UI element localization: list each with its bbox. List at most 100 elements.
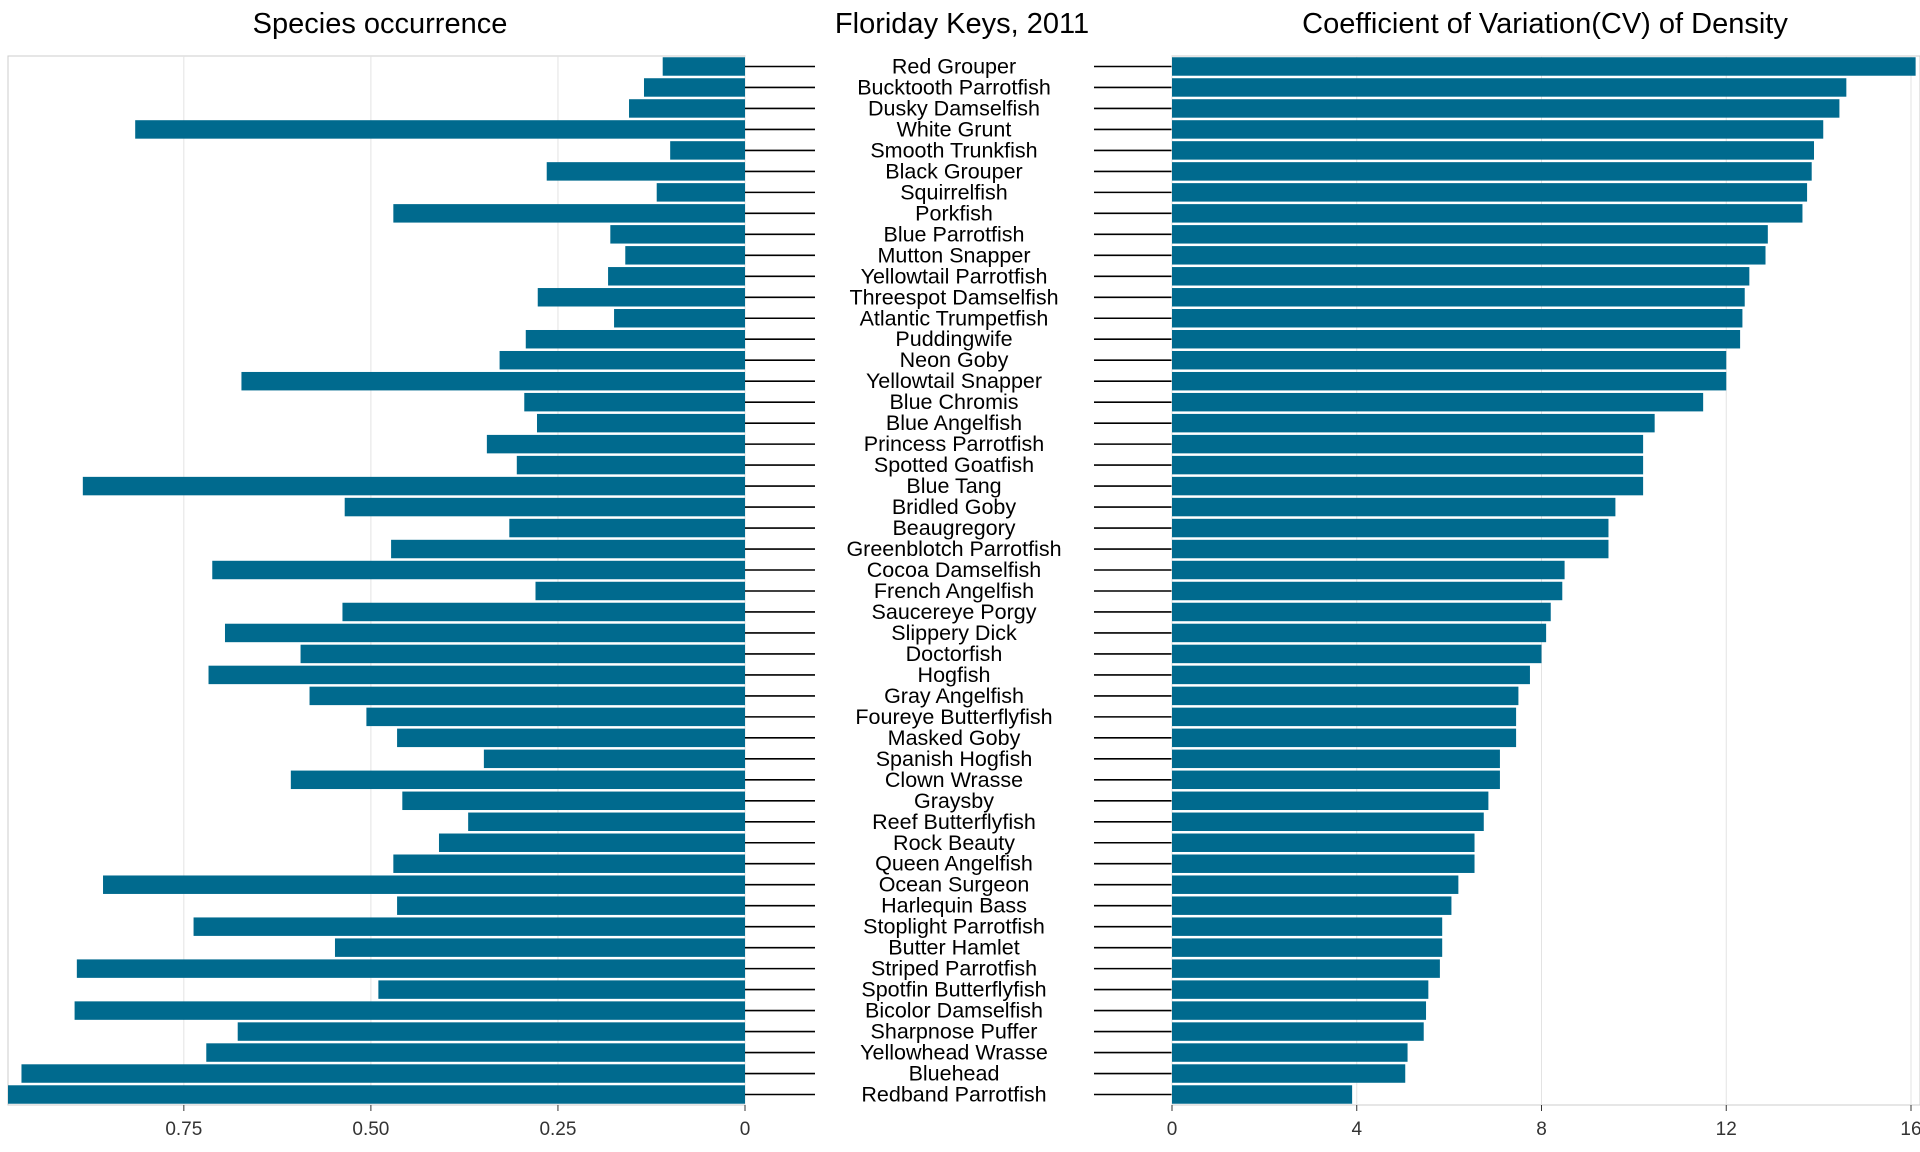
occurrence-bar-bicolor-damselfish bbox=[74, 1001, 746, 1020]
species-label-striped-parrotfish: Striped Parrotfish bbox=[871, 957, 1037, 981]
cv-bar-puddingwife bbox=[1172, 329, 1741, 349]
cv-bar-redband-parrotfish bbox=[1172, 1085, 1353, 1104]
species-label-black-grouper: Black Grouper bbox=[885, 159, 1022, 183]
occurrence-bar-mutton-snapper bbox=[625, 246, 745, 265]
occurrence-bar-yellowhead-wrasse bbox=[206, 1043, 746, 1062]
species-label-doctorfish: Doctorfish bbox=[906, 642, 1003, 666]
occurrence-bar-threespot-damselfish bbox=[537, 288, 745, 307]
cv-bar-masked-goby bbox=[1172, 728, 1517, 748]
cv-bar-greenblotch-parrotfish bbox=[1172, 539, 1609, 559]
cv-title: Coefficient of Variation(CV) of Density bbox=[1302, 8, 1788, 40]
cv-bar-clown-wrasse bbox=[1172, 770, 1500, 790]
species-label-yellowtail-snapper: Yellowtail Snapper bbox=[866, 369, 1042, 393]
occurrence-bar-spanish-hogfish bbox=[483, 749, 745, 769]
species-label-threespot-damselfish: Threespot Damselfish bbox=[849, 285, 1058, 309]
occurrence-bar-bluehead bbox=[21, 1064, 746, 1083]
cv-bar-graysby bbox=[1172, 791, 1489, 811]
occurrence-bar-spotted-goatfish bbox=[516, 455, 745, 475]
cv-bar-yellowtail-parrotfish bbox=[1172, 267, 1750, 286]
species-label-puddingwife: Puddingwife bbox=[895, 327, 1012, 351]
species-label-yellowtail-parrotfish: Yellowtail Parrotfish bbox=[861, 264, 1048, 288]
occurrence-bar-bucktooth-parrotfish bbox=[643, 78, 745, 97]
occurrence-bar-stoplight-parrotfish bbox=[193, 917, 745, 936]
cv-bar-bucktooth-parrotfish bbox=[1172, 78, 1847, 97]
species-label-french-angelfish: French Angelfish bbox=[874, 579, 1034, 603]
occurrence-bar-french-angelfish bbox=[535, 581, 745, 601]
occurrence-bar-blue-chromis bbox=[524, 392, 745, 412]
species-label-redband-parrotfish: Redband Parrotfish bbox=[861, 1083, 1046, 1107]
species-label-spotted-goatfish: Spotted Goatfish bbox=[874, 453, 1034, 477]
occurrence-panel: 0.75 0.50 0.25 0 bbox=[7, 55, 751, 1140]
occurrence-bar-clown-wrasse bbox=[290, 770, 745, 790]
occurrence-bar-atlantic-trumpetfish bbox=[614, 309, 745, 328]
occurrence-bar-squirrelfish bbox=[656, 183, 745, 202]
cv-bar-sharpnose-puffer bbox=[1172, 1022, 1424, 1041]
occurrence-bar-doctorfish bbox=[300, 644, 745, 664]
occurrence-bar-princess-parrotfish bbox=[486, 434, 745, 454]
occurrence-bar-ocean-surgeon bbox=[103, 875, 746, 894]
cv-bar-princess-parrotfish bbox=[1172, 434, 1644, 454]
center-title: Floriday Keys, 2011 bbox=[835, 8, 1089, 40]
species-label-slippery-dick: Slippery Dick bbox=[891, 621, 1017, 645]
species-label-blue-chromis: Blue Chromis bbox=[889, 390, 1018, 414]
species-label-atlantic-trumpetfish: Atlantic Trumpetfish bbox=[860, 306, 1049, 330]
occurrence-bar-butter-hamlet bbox=[334, 938, 745, 957]
species-label-reef-butterflyfish: Reef Butterflyfish bbox=[872, 810, 1036, 834]
cv-bar-spotfin-butterflyfish bbox=[1172, 980, 1429, 999]
occurrence-bar-slippery-dick bbox=[224, 623, 746, 643]
species-label-bluehead: Bluehead bbox=[909, 1062, 1000, 1086]
species-label-blue-tang: Blue Tang bbox=[906, 474, 1001, 498]
species-label-hogfish: Hogfish bbox=[918, 663, 991, 687]
species-label-stoplight-parrotfish: Stoplight Parrotfish bbox=[863, 915, 1045, 939]
cv-bar-squirrelfish bbox=[1172, 183, 1808, 202]
cv-bar-dusky-damselfish bbox=[1172, 99, 1840, 118]
occurrence-bar-bridled-goby bbox=[344, 497, 745, 517]
occurrence-bar-graysby bbox=[402, 791, 745, 811]
cv-tick-label: 16 bbox=[1900, 1119, 1920, 1140]
cv-bar-mutton-snapper bbox=[1172, 246, 1766, 265]
cv-bar-french-angelfish bbox=[1172, 581, 1563, 601]
species-label-neon-goby: Neon Goby bbox=[900, 348, 1009, 372]
species-label-cocoa-damselfish: Cocoa Damselfish bbox=[867, 558, 1041, 582]
species-label-bridled-goby: Bridled Goby bbox=[892, 495, 1017, 519]
occurrence-bar-spotfin-butterflyfish bbox=[378, 980, 745, 999]
occurrence-bar-rock-beauty bbox=[438, 833, 745, 852]
cv-bar-butter-hamlet bbox=[1172, 938, 1443, 957]
occurrence-bar-cocoa-damselfish bbox=[212, 560, 746, 580]
cv-bar-doctorfish bbox=[1172, 644, 1542, 664]
occurrence-bar-beaugregory bbox=[509, 518, 745, 538]
cv-bar-striped-parrotfish bbox=[1172, 959, 1440, 978]
cv-bar-blue-chromis bbox=[1172, 392, 1704, 412]
occurrence-bar-dusky-damselfish bbox=[629, 99, 745, 118]
species-label-mutton-snapper: Mutton Snapper bbox=[878, 243, 1031, 267]
occurrence-tick-label: 0 bbox=[740, 1119, 751, 1140]
cv-tick-label: 0 bbox=[1167, 1119, 1178, 1140]
occurrence-title: Species occurrence bbox=[253, 8, 508, 40]
species-label-butter-hamlet: Butter Hamlet bbox=[888, 936, 1019, 960]
cv-bar-bridled-goby bbox=[1172, 497, 1616, 517]
species-label-smooth-trunkfish: Smooth Trunkfish bbox=[870, 138, 1037, 162]
cv-bar-rock-beauty bbox=[1172, 833, 1475, 852]
species-label-bucktooth-parrotfish: Bucktooth Parrotfish bbox=[857, 75, 1051, 99]
species-label-princess-parrotfish: Princess Parrotfish bbox=[864, 432, 1044, 456]
cv-bar-ocean-surgeon bbox=[1172, 875, 1459, 894]
cv-bar-blue-tang bbox=[1172, 476, 1644, 496]
occurrence-tick-label: 0.25 bbox=[539, 1119, 576, 1140]
species-label-white-grunt: White Grunt bbox=[897, 117, 1012, 141]
occurrence-bar-smooth-trunkfish bbox=[670, 141, 745, 160]
species-label-rock-beauty: Rock Beauty bbox=[893, 831, 1015, 855]
cv-bar-yellowtail-snapper bbox=[1172, 371, 1727, 391]
occurrence-bar-striped-parrotfish bbox=[76, 959, 745, 978]
species-label-bicolor-damselfish: Bicolor Damselfish bbox=[865, 999, 1043, 1023]
occurrence-bar-blue-tang bbox=[82, 476, 746, 496]
species-label-blue-parrotfish: Blue Parrotfish bbox=[883, 222, 1024, 246]
occurrence-bar-saucereye-porgy bbox=[342, 602, 745, 622]
occurrence-bar-queen-angelfish bbox=[393, 854, 745, 873]
species-label-masked-goby: Masked Goby bbox=[888, 726, 1021, 750]
cv-bar-blue-parrotfish bbox=[1172, 225, 1768, 244]
species-label-graysby: Graysby bbox=[914, 789, 994, 813]
occurrence-tick-label: 0.50 bbox=[352, 1119, 389, 1140]
cv-bar-saucereye-porgy bbox=[1172, 602, 1551, 622]
